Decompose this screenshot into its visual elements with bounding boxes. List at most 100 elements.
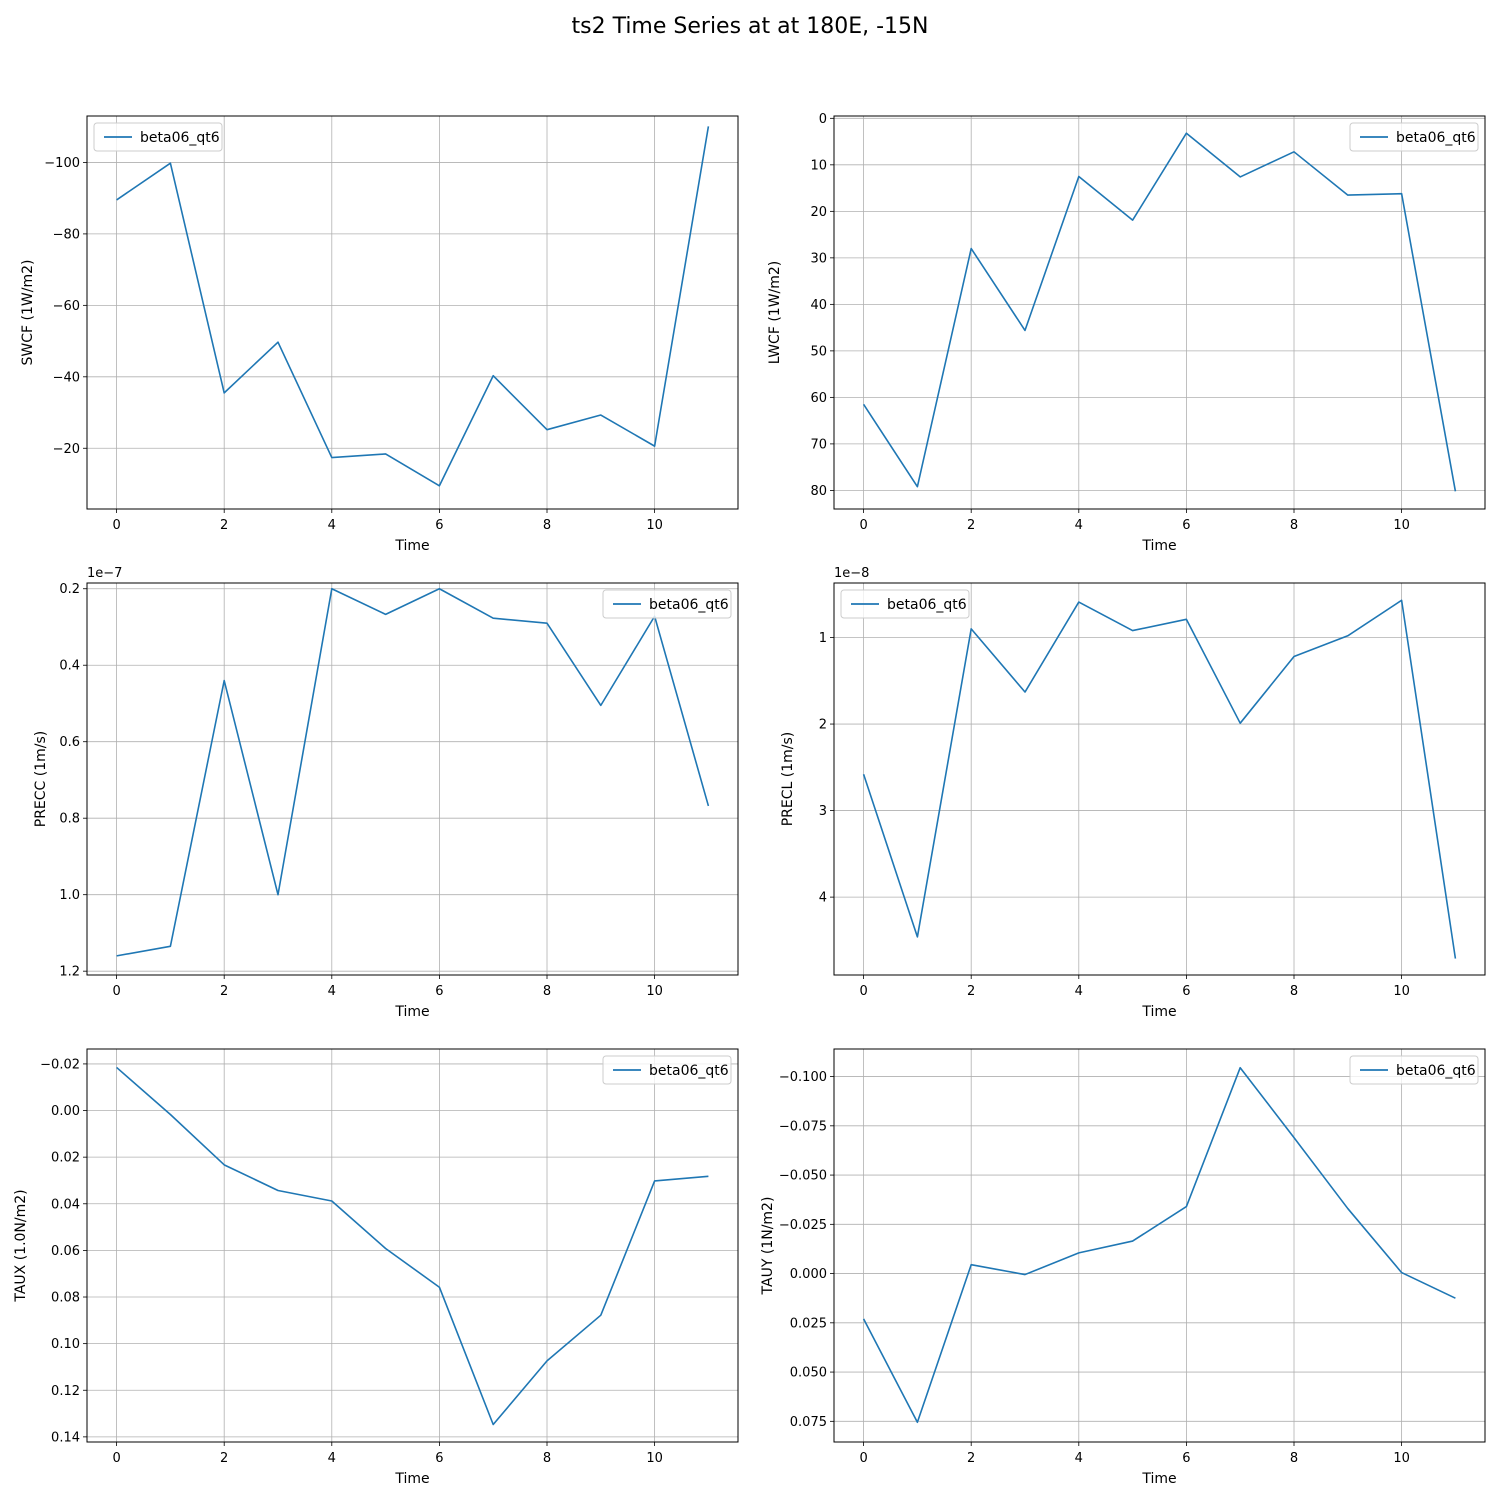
x-tick-label: 6 [1182, 984, 1190, 999]
y-tick-label: 80 [810, 484, 827, 499]
x-tick-label: 2 [220, 518, 228, 533]
y-tick-label: −0.050 [779, 1169, 827, 1184]
x-tick-label: 8 [543, 1451, 551, 1466]
y-tick-label: 0.12 [51, 1384, 80, 1399]
series-line-beta06_qt6 [117, 126, 709, 485]
axes-frame [834, 1049, 1485, 1442]
y-tick-label: 20 [810, 205, 827, 220]
y-tick-label: 0.14 [51, 1430, 80, 1445]
y-tick-label: 1.0 [59, 888, 80, 903]
x-tick-label: 2 [220, 1451, 228, 1466]
y-axis-label: LWCF (1W/m2) [767, 261, 783, 365]
y-offset-text: 1e−8 [834, 566, 869, 581]
legend: beta06_qt6 [603, 590, 731, 618]
series-line-beta06_qt6 [117, 589, 709, 956]
y-tick-label: −40 [53, 370, 80, 385]
y-tick-label: 1.2 [59, 965, 80, 980]
series-line-beta06_qt6 [117, 1067, 709, 1424]
x-tick-label: 8 [543, 518, 551, 533]
x-tick-label: 4 [328, 1451, 336, 1466]
x-tick-label: 4 [1075, 518, 1083, 533]
y-tick-label: 0.4 [59, 659, 80, 674]
y-tick-label: 0.02 [51, 1151, 80, 1166]
x-tick-label: 2 [967, 518, 975, 533]
y-tick-label: −100 [44, 156, 80, 171]
y-tick-label: 0.8 [59, 812, 80, 827]
x-tick-label: 2 [220, 984, 228, 999]
axes-frame [87, 583, 738, 975]
x-tick-label: 4 [328, 518, 336, 533]
x-tick-label: 0 [859, 518, 867, 533]
y-tick-label: 4 [819, 891, 827, 906]
y-tick-label: 0 [819, 112, 827, 127]
y-tick-label: 0.025 [790, 1316, 827, 1331]
axes-frame [834, 116, 1485, 509]
y-tick-label: −0.02 [40, 1057, 80, 1072]
x-tick-label: 10 [646, 1451, 663, 1466]
y-tick-label: 60 [810, 391, 827, 406]
y-offset-text: 1e−7 [87, 566, 122, 581]
y-tick-label: 0.08 [51, 1291, 80, 1306]
y-tick-label: 0.050 [790, 1366, 827, 1381]
x-tick-label: 10 [1393, 1451, 1410, 1466]
legend-label: beta06_qt6 [887, 597, 967, 613]
x-tick-label: 10 [646, 984, 663, 999]
legend: beta06_qt6 [1350, 123, 1478, 151]
y-tick-label: 0.00 [51, 1104, 80, 1119]
y-tick-label: 1 [819, 631, 827, 646]
subplot-1: 0 2 4 6 8 10 −100 −80 −60 −40 −20 Time SWCF (1W/m2) b… [20, 116, 738, 554]
y-tick-label: −0.100 [779, 1070, 827, 1085]
y-tick-label: 0.2 [59, 582, 80, 597]
series-line-beta06_qt6 [864, 600, 1456, 958]
y-axis-label: PRECL (1m/s) [780, 732, 796, 827]
y-tick-label: −20 [53, 442, 80, 457]
x-tick-label: 6 [1182, 518, 1190, 533]
y-tick-label: −0.025 [779, 1218, 827, 1233]
figure-title: ts2 Time Series at at 180E, -15N [0, 14, 1500, 39]
x-tick-label: 6 [435, 984, 443, 999]
axes-frame [87, 1049, 738, 1442]
x-tick-label: 2 [967, 1451, 975, 1466]
y-tick-label: 0.10 [51, 1337, 80, 1352]
x-tick-label: 10 [1393, 518, 1410, 533]
x-tick-label: 8 [1290, 518, 1298, 533]
x-tick-label: 4 [328, 984, 336, 999]
legend: beta06_qt6 [841, 590, 969, 618]
x-tick-label: 4 [1075, 1451, 1083, 1466]
legend-label: beta06_qt6 [649, 597, 729, 613]
x-tick-label: 0 [859, 1451, 867, 1466]
x-axis-label: Time [394, 538, 429, 554]
x-tick-label: 6 [435, 1451, 443, 1466]
x-tick-label: 0 [112, 518, 120, 533]
y-tick-label: −60 [53, 299, 80, 314]
x-tick-label: 8 [1290, 1451, 1298, 1466]
legend-label: beta06_qt6 [1396, 1063, 1476, 1079]
y-tick-label: −80 [53, 227, 80, 242]
x-tick-label: 8 [1290, 984, 1298, 999]
y-axis-label: SWCF (1W/m2) [20, 260, 36, 366]
y-tick-label: 2 [819, 718, 827, 733]
x-tick-label: 0 [859, 984, 867, 999]
y-axis-label: TAUX (1.0N/m2) [13, 1189, 29, 1302]
x-tick-label: 6 [435, 518, 443, 533]
y-tick-label: 0.000 [790, 1267, 827, 1282]
x-tick-label: 6 [1182, 1451, 1190, 1466]
y-tick-label: 50 [810, 344, 827, 359]
series-line-beta06_qt6 [864, 133, 1456, 491]
y-tick-label: 0.6 [59, 735, 80, 750]
legend: beta06_qt6 [603, 1056, 731, 1084]
axes-frame [834, 583, 1485, 975]
legend-label: beta06_qt6 [1396, 130, 1476, 146]
x-tick-label: 10 [646, 518, 663, 533]
series-line-beta06_qt6 [864, 1068, 1456, 1423]
x-tick-label: 2 [967, 984, 975, 999]
x-axis-label: Time [1141, 1471, 1176, 1487]
y-tick-label: 0.06 [51, 1244, 80, 1259]
x-axis-label: Time [1141, 1004, 1176, 1020]
x-tick-label: 8 [543, 984, 551, 999]
legend: beta06_qt6 [94, 123, 222, 151]
x-axis-label: Time [1141, 538, 1176, 554]
